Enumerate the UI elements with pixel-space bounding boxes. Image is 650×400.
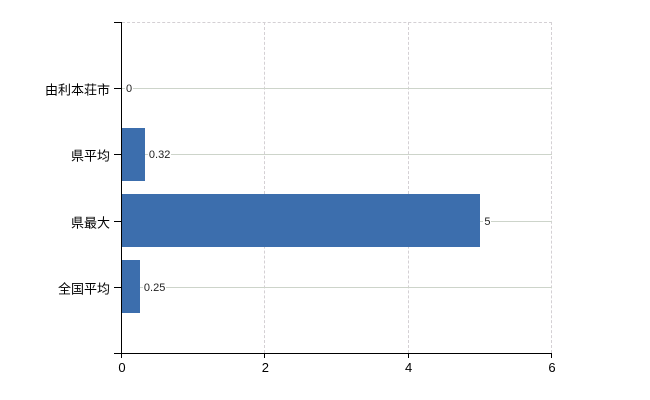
y-axis-tick xyxy=(114,286,122,288)
y-axis-top-cap xyxy=(114,22,122,23)
bar-value-label: 5 xyxy=(483,215,492,228)
bar-value-label: 0.32 xyxy=(147,149,172,162)
x-axis-line xyxy=(114,353,552,354)
x-axis-tick xyxy=(551,353,552,358)
bar-value-label: 0.25 xyxy=(142,281,167,294)
vertical-gridline xyxy=(407,22,409,353)
horizontal-gridline xyxy=(122,154,552,156)
vertical-gridline xyxy=(264,22,266,353)
y-axis-line xyxy=(121,22,122,358)
x-tick-label: 4 xyxy=(405,360,413,375)
horizontal-gridline xyxy=(122,88,552,90)
x-axis-tick xyxy=(407,353,409,358)
x-tick-label: 2 xyxy=(261,360,269,375)
category-label: 全国平均 xyxy=(57,281,110,297)
category-label: 県最大 xyxy=(70,215,110,231)
vertical-gridline xyxy=(551,22,552,353)
bar xyxy=(122,194,481,248)
bar-value-label: 0 xyxy=(125,83,134,96)
category-label: 県平均 xyxy=(70,148,110,164)
bar xyxy=(122,260,140,314)
category-label: 由利本荘市 xyxy=(44,82,110,98)
x-tick-label: 0 xyxy=(118,360,126,375)
y-axis-tick xyxy=(114,88,122,90)
x-tick-label: 6 xyxy=(548,360,556,375)
y-axis-tick xyxy=(114,220,122,222)
plot-top-border xyxy=(122,22,552,23)
plot-area: 0 2 4 6 由利本荘市 0 県平均 0.32 県最大 5 全国平均 0.25 xyxy=(45,22,556,375)
bar xyxy=(122,127,145,181)
x-axis-tick xyxy=(264,353,266,358)
y-axis-tick xyxy=(114,154,122,156)
horizontal-gridline xyxy=(122,286,552,288)
